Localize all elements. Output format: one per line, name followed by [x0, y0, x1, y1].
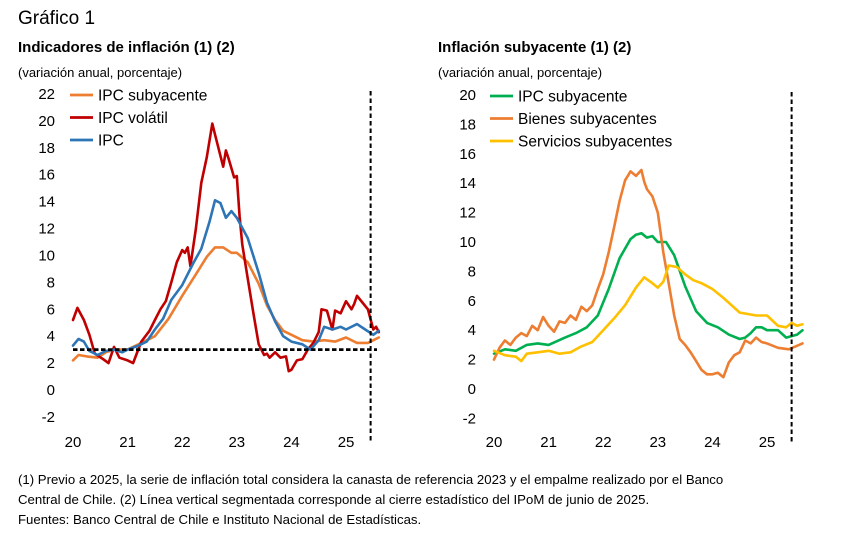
left-x-tick-label: 20 [65, 434, 82, 451]
footnotes: (1) Previo a 2025, la serie de inflación… [18, 470, 843, 530]
left-chart-subtitle: (variación anual, porcentaje) [18, 65, 183, 80]
right-legend-label-1: IPC subyacente [518, 89, 627, 106]
left-y-tick-label: 8 [47, 274, 55, 291]
left-y-tick-label: 6 [47, 301, 55, 318]
left-legend-label-1: IPC subyacente [98, 88, 207, 105]
right-x-tick-label: 20 [486, 434, 503, 451]
left-y-tick-label: 18 [38, 140, 55, 157]
left-series-line-3 [71, 199, 381, 357]
right-y-tick-label: 20 [459, 87, 476, 104]
figure-title: Gráfico 1 [18, 8, 96, 29]
left-x-tick-label: 23 [228, 434, 245, 451]
left-y-tick-label: 2 [47, 355, 55, 372]
right-x-tick-label: 25 [759, 434, 776, 451]
left-y-tick-label: 12 [38, 221, 55, 238]
left-x-tick-label: 21 [119, 434, 136, 451]
left-y-tick-label: 20 [38, 113, 55, 130]
right-y-tick-label: 0 [468, 381, 476, 398]
left-x-tick-label: 25 [338, 434, 355, 451]
left-y-tick-label: 4 [47, 328, 55, 345]
right-legend-label-2: Bienes subyacentes [518, 111, 657, 128]
right-series-line-2 [492, 168, 804, 379]
left-x-tick-label: 24 [283, 434, 300, 451]
right-y-tick-label: 2 [468, 352, 476, 369]
right-y-tick-label: 12 [459, 205, 476, 222]
right-y-tick-label: 8 [468, 263, 476, 280]
right-chart-title: Inflación subyacente (1) (2) [438, 39, 632, 56]
right-x-tick-label: 21 [540, 434, 557, 451]
left-y-tick-label: 16 [38, 167, 55, 184]
right-x-tick-label: 23 [649, 434, 666, 451]
left-x-tick-label: 22 [174, 434, 191, 451]
left-chart-title: Indicadores de inflación (1) (2) [18, 39, 235, 56]
right-y-tick-label: 14 [459, 175, 476, 192]
left-legend-label-3: IPC [98, 133, 124, 150]
footnote-line-3: Fuentes: Banco Central de Chile e Instit… [18, 512, 422, 527]
footnote-line-2: Central de Chile. (2) Línea vertical seg… [18, 492, 650, 507]
left-y-tick-label: 14 [38, 194, 55, 211]
right-series-line-3 [492, 264, 804, 363]
right-y-tick-label: -2 [463, 410, 476, 427]
footnote-line-1: (1) Previo a 2025, la serie de inflación… [18, 472, 724, 487]
left-y-tick-label: 10 [38, 247, 55, 264]
right-y-tick-label: 4 [468, 322, 476, 339]
left-series-line-2 [71, 122, 381, 373]
left-legend-label-2: IPC volátil [98, 110, 168, 127]
left-y-tick-label: 22 [38, 86, 55, 103]
right-chart-subtitle: (variación anual, porcentaje) [438, 65, 603, 80]
right-y-tick-label: 6 [468, 293, 476, 310]
right-legend-label-3: Servicios subyacentes [518, 134, 672, 151]
right-y-tick-label: 10 [459, 234, 476, 251]
right-x-tick-label: 22 [595, 434, 612, 451]
left-y-tick-label: -2 [42, 409, 55, 426]
right-y-tick-label: 18 [459, 116, 476, 133]
right-y-tick-label: 16 [459, 146, 476, 163]
right-x-tick-label: 24 [704, 434, 721, 451]
left-y-tick-label: 0 [47, 382, 55, 399]
right-series-line-1 [492, 231, 804, 356]
left-series-line-1 [71, 246, 381, 362]
